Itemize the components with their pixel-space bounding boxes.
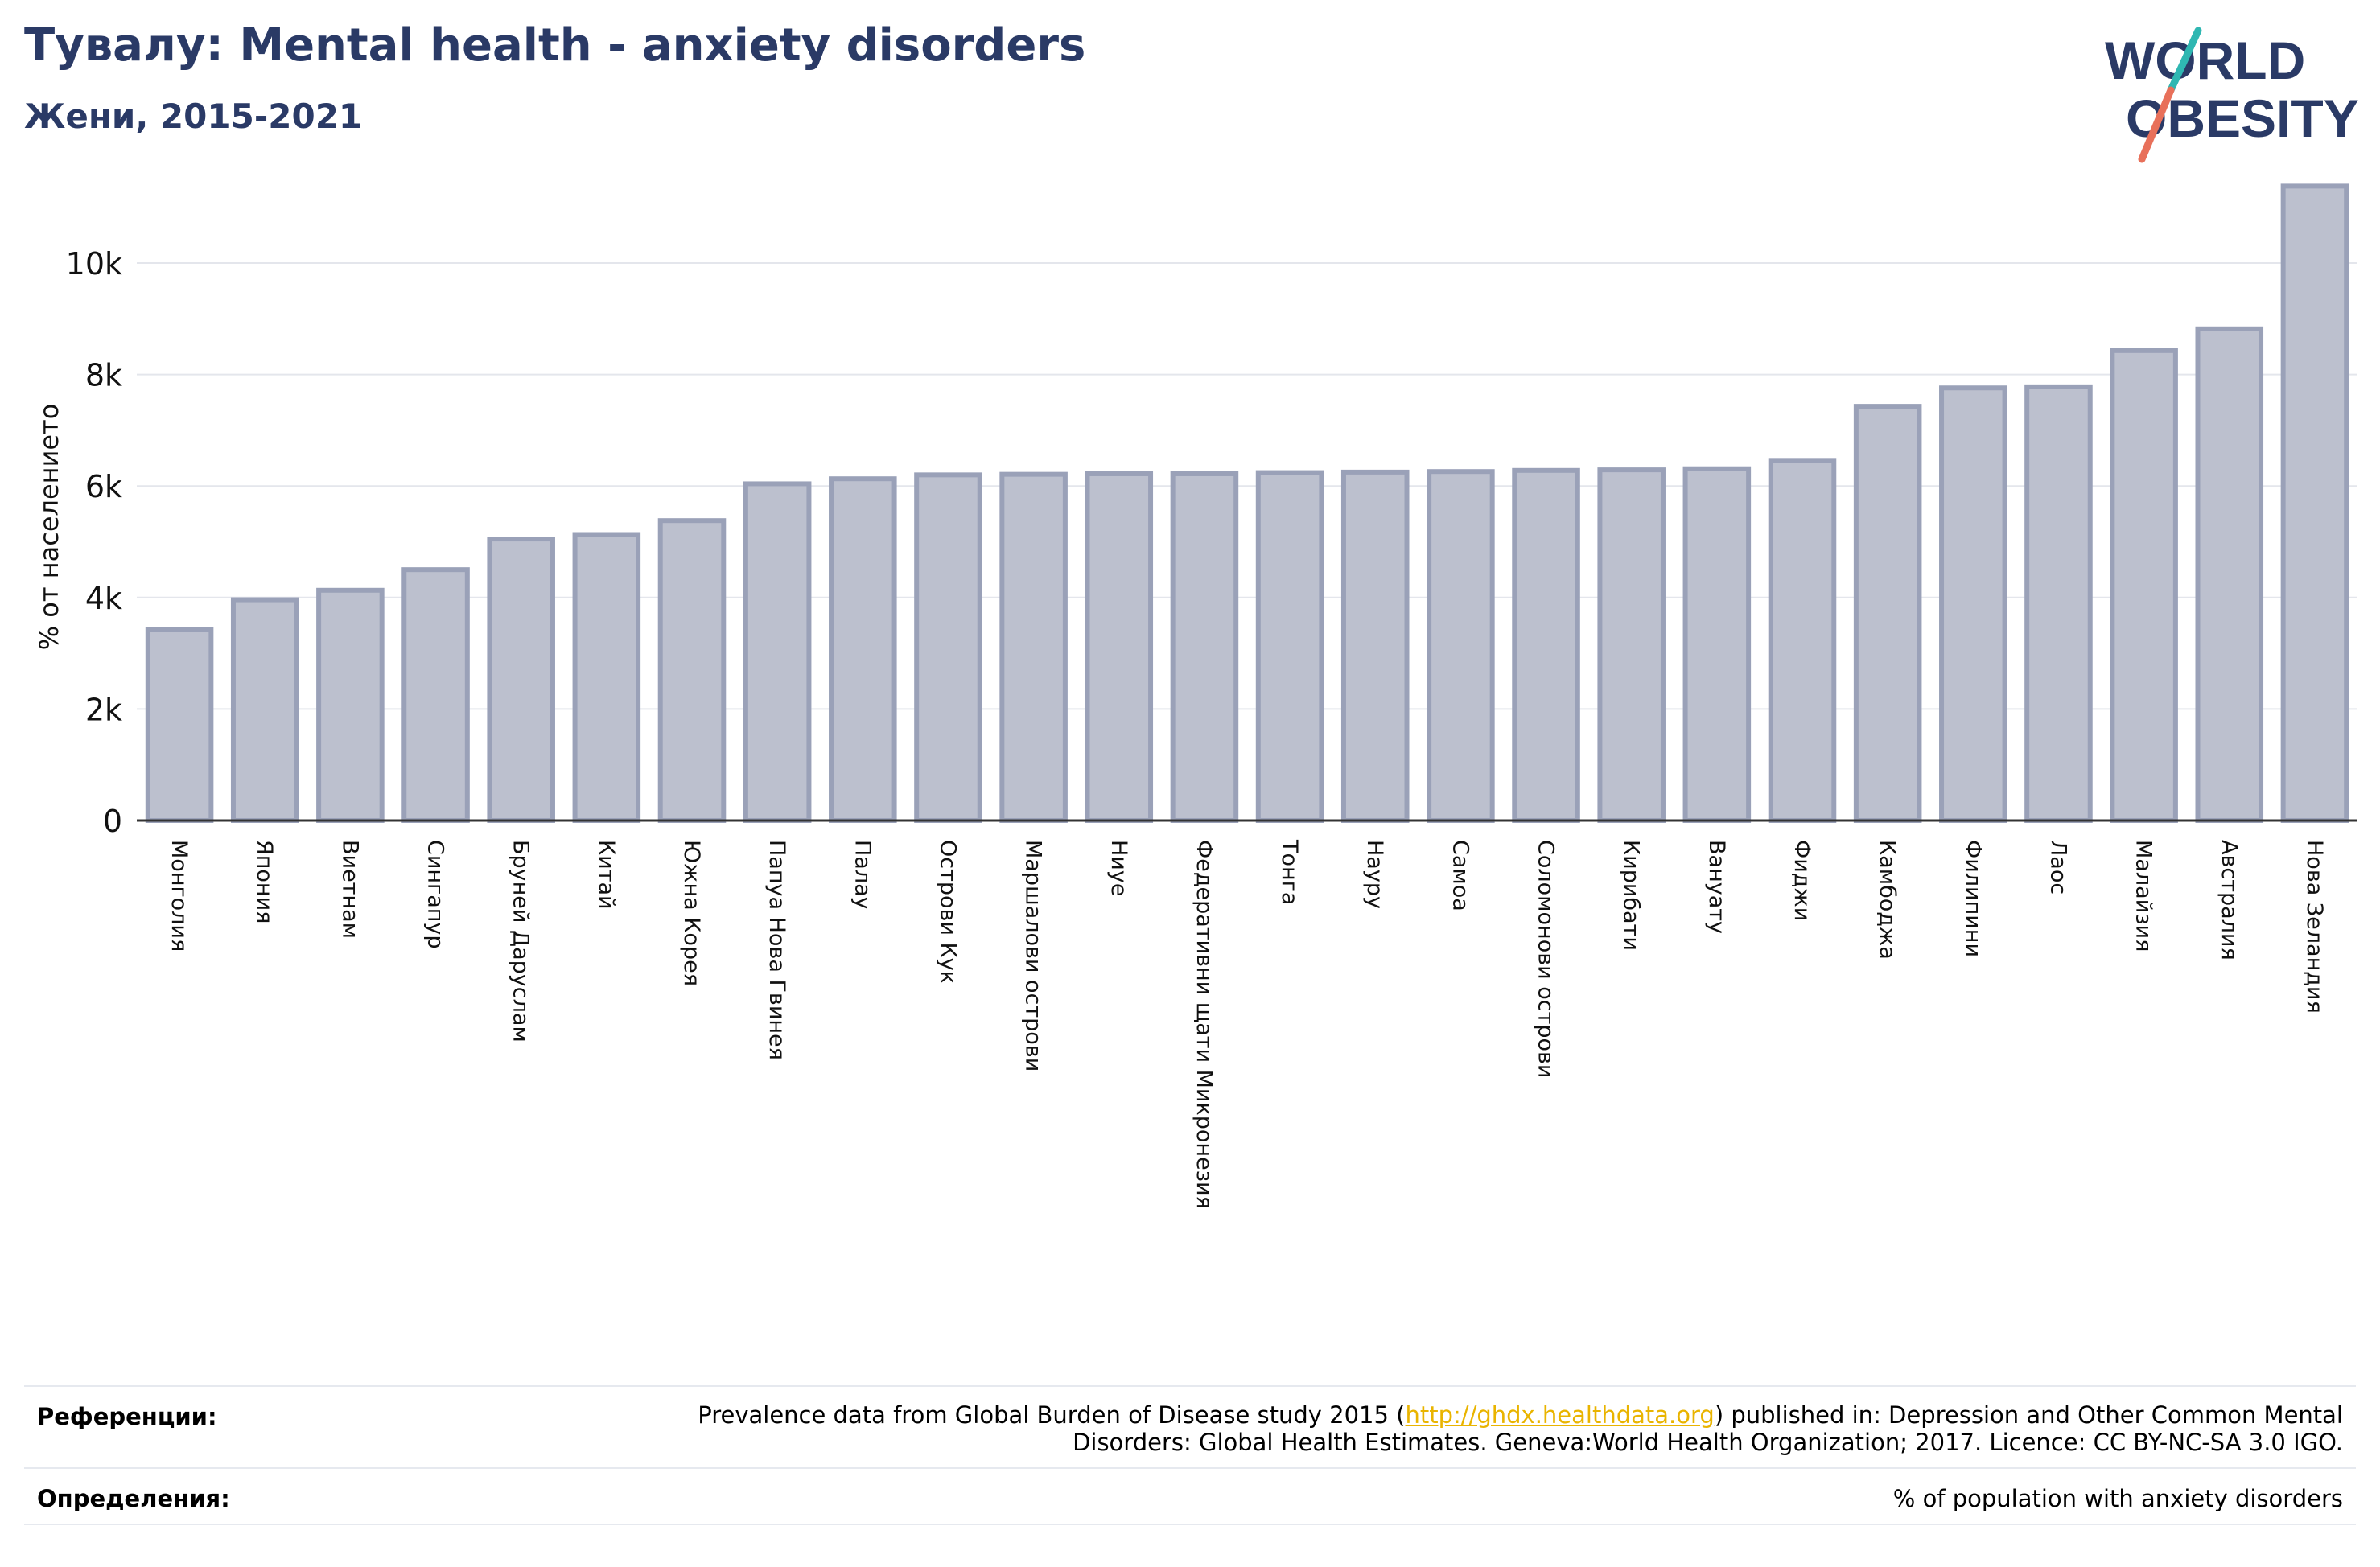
bar bbox=[1170, 471, 1239, 823]
y-axis-label: % от населението bbox=[34, 404, 64, 651]
bar-chart: 0 2k 4k 6k 8k 10k % от населението Монголия Япон… bbox=[34, 183, 2357, 1209]
x-tick-label: Маршалови острови bbox=[1021, 840, 1046, 1071]
bar bbox=[487, 537, 555, 824]
x-tick-label: Кирибати bbox=[1619, 840, 1644, 951]
footer-divider bbox=[24, 1524, 2356, 1525]
y-tick-label: 8k bbox=[85, 358, 122, 393]
x-tick-label: Вануату bbox=[1704, 840, 1729, 934]
x-tick-label: Тонга bbox=[1277, 839, 1302, 905]
x-tick-label: Нова Зеландия bbox=[2302, 840, 2327, 1014]
logo-slash-coral bbox=[2138, 86, 2175, 163]
bar bbox=[1427, 469, 1495, 823]
references-post: ) published in: Depression and Other Com… bbox=[1714, 1401, 2343, 1429]
chart-subtitle: Жени, 2015-2021 bbox=[24, 97, 363, 136]
x-tick-label: Китай bbox=[594, 840, 619, 910]
x-tick-label: Сингапур bbox=[423, 840, 448, 949]
bar bbox=[2280, 183, 2349, 823]
bar bbox=[572, 532, 641, 823]
x-tick-label: Австралия bbox=[2217, 840, 2242, 960]
y-tick-label: 0 bbox=[103, 804, 122, 839]
references-line-2: Disorders: Global Health Estimates. Gene… bbox=[1073, 1429, 2343, 1456]
x-tick-label: Палау bbox=[850, 840, 875, 910]
x-tick-label: Острови Кук bbox=[935, 840, 960, 984]
bar bbox=[2024, 384, 2093, 824]
x-tick-label: Бруней Даруслам bbox=[509, 840, 533, 1043]
bar bbox=[1085, 471, 1154, 823]
bar bbox=[401, 567, 470, 823]
bar bbox=[657, 518, 727, 823]
y-tick-label: 2k bbox=[85, 692, 122, 727]
x-tick-label: Ниуе bbox=[1106, 840, 1131, 896]
bar bbox=[2195, 326, 2264, 823]
bar bbox=[999, 471, 1068, 823]
bar bbox=[1768, 458, 1837, 823]
bar bbox=[829, 476, 897, 824]
logo-slash-teal bbox=[2167, 27, 2202, 94]
references-text: Prevalence data from Global Burden of Di… bbox=[573, 1401, 2343, 1456]
x-tick-label: Монголия bbox=[167, 840, 191, 952]
x-tick-label: Виетнам bbox=[337, 840, 362, 939]
footer-divider bbox=[24, 1467, 2356, 1469]
x-tick-label: Малайзия bbox=[2131, 840, 2156, 952]
bar bbox=[743, 481, 812, 823]
x-tick-label: Федеративни щати Микронезия bbox=[1192, 840, 1217, 1209]
bar bbox=[1340, 469, 1410, 824]
chart-title: Тувалу: Mental health - anxiety disorder… bbox=[24, 19, 1086, 72]
bar bbox=[1597, 467, 1666, 823]
bar bbox=[145, 627, 214, 823]
x-tick-label: Папуа Нова Гвинея bbox=[764, 840, 789, 1060]
footer-divider bbox=[24, 1385, 2356, 1387]
bar bbox=[1255, 470, 1324, 823]
x-tick-label: Япония bbox=[252, 840, 277, 923]
bar bbox=[2110, 348, 2178, 823]
definitions-label: Определения: bbox=[37, 1485, 230, 1512]
bar bbox=[914, 472, 982, 823]
bar bbox=[1682, 466, 1752, 824]
bar bbox=[230, 597, 299, 823]
logo-line-1: WORLD bbox=[2105, 31, 2305, 90]
y-tick-label: 10k bbox=[66, 246, 122, 282]
y-tick-label: 4k bbox=[85, 581, 122, 616]
definitions-text: % of population with anxiety disorders bbox=[1892, 1485, 2343, 1512]
bar bbox=[316, 587, 385, 823]
bar bbox=[1939, 385, 2007, 823]
bar bbox=[1512, 467, 1580, 823]
x-tick-label: Соломонови острови bbox=[1534, 840, 1559, 1078]
y-tick-label: 6k bbox=[85, 469, 122, 504]
x-tick-label: Самоа bbox=[1447, 840, 1472, 911]
x-tick-label: Лаос bbox=[2045, 840, 2070, 895]
x-tick-label: Фиджи bbox=[1789, 840, 1814, 921]
x-tick-label: Филипини bbox=[1960, 840, 1985, 957]
references-pre: Prevalence data from Global Burden of Di… bbox=[698, 1401, 1406, 1429]
x-tick-label: Камбоджа bbox=[1875, 840, 1900, 960]
bar bbox=[1853, 404, 1922, 824]
world-obesity-logo: WORLD OBESITY bbox=[2105, 27, 2359, 163]
references-label: Референции: bbox=[37, 1403, 217, 1430]
x-tick-label: Науру bbox=[1362, 840, 1387, 909]
x-tick-label: Южна Корея bbox=[679, 840, 704, 986]
references-link[interactable]: http://ghdx.healthdata.org bbox=[1405, 1401, 1715, 1429]
